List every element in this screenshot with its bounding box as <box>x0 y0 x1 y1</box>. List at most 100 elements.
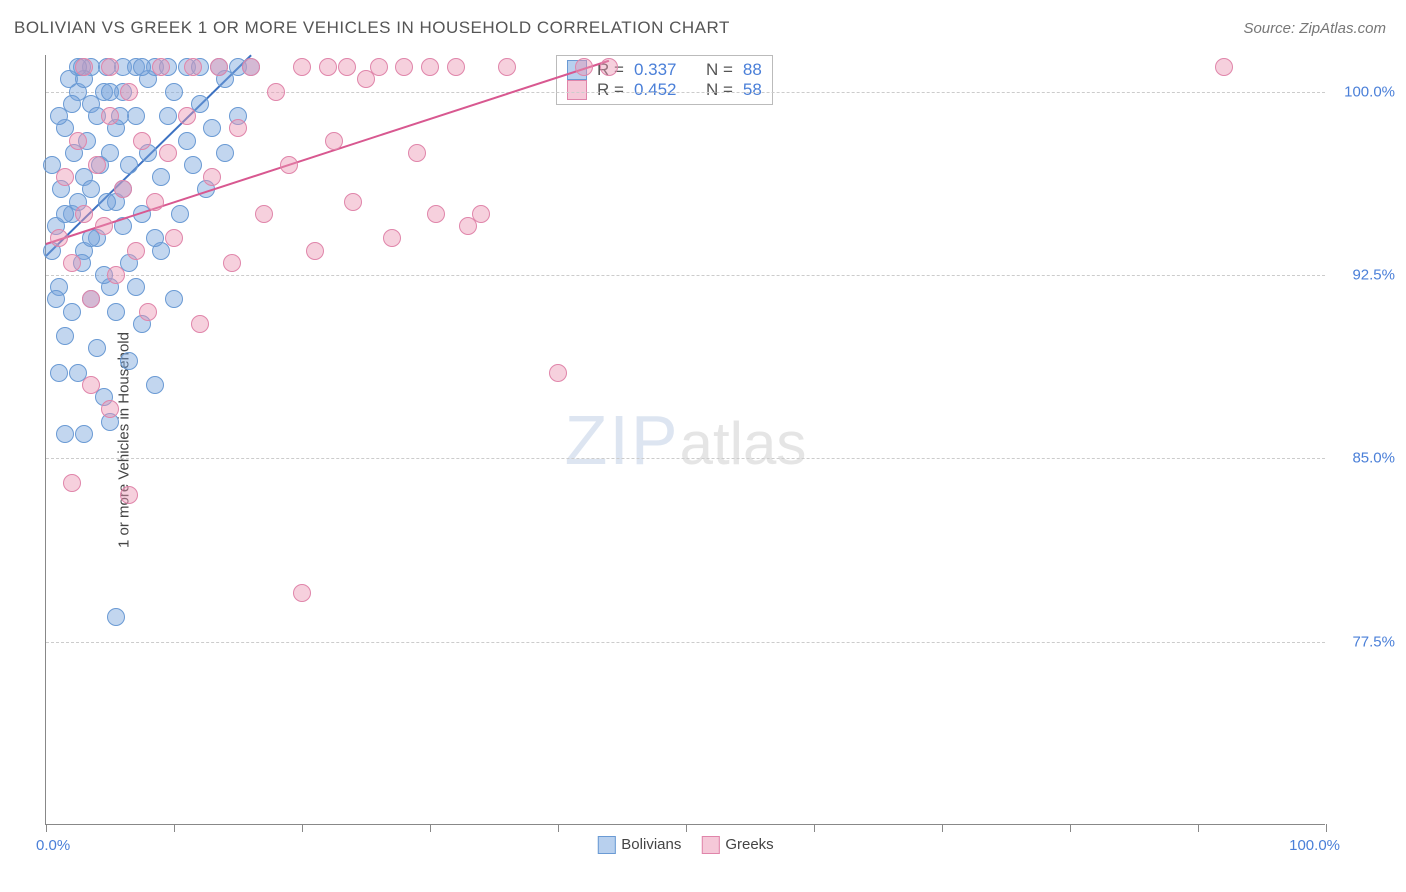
data-point <box>152 168 170 186</box>
x-tick <box>430 824 431 832</box>
data-point <box>120 486 138 504</box>
data-point <box>75 205 93 223</box>
data-point <box>120 352 138 370</box>
data-point <box>306 242 324 260</box>
data-point <box>82 376 100 394</box>
data-point <box>75 58 93 76</box>
data-point <box>50 229 68 247</box>
swatch-icon <box>567 80 587 100</box>
data-point <box>203 119 221 137</box>
data-point <box>191 315 209 333</box>
data-point <box>107 608 125 626</box>
data-point <box>223 254 241 272</box>
data-point <box>146 229 164 247</box>
data-point <box>120 83 138 101</box>
data-point <box>82 180 100 198</box>
data-point <box>203 168 221 186</box>
data-point <box>171 205 189 223</box>
stats-r-value: 0.337 <box>634 60 677 80</box>
data-point <box>63 474 81 492</box>
data-point <box>88 339 106 357</box>
data-point <box>178 107 196 125</box>
data-point <box>184 58 202 76</box>
legend-bottom: Bolivians Greeks <box>597 836 773 854</box>
stats-n-value: 58 <box>743 80 762 100</box>
stats-row-greeks: R = 0.452 N = 58 <box>567 80 762 100</box>
data-point <box>293 584 311 602</box>
source-label: Source: ZipAtlas.com <box>1243 20 1386 37</box>
legend-item-bolivians: Bolivians <box>597 836 681 854</box>
data-point <box>127 107 145 125</box>
data-point <box>152 58 170 76</box>
stats-n-label: N = <box>706 60 733 80</box>
data-point <box>159 144 177 162</box>
data-point <box>101 83 119 101</box>
legend-label: Greeks <box>725 836 773 853</box>
data-point <box>114 180 132 198</box>
data-point <box>184 156 202 174</box>
data-point <box>370 58 388 76</box>
x-tick <box>942 824 943 832</box>
data-point <box>139 303 157 321</box>
data-point <box>107 266 125 284</box>
data-point <box>63 254 81 272</box>
x-tick <box>1326 824 1327 832</box>
y-tick-label: 85.0% <box>1335 450 1395 467</box>
gridline <box>46 92 1325 93</box>
data-point <box>146 193 164 211</box>
data-point <box>50 364 68 382</box>
data-point <box>178 132 196 150</box>
gridline <box>46 642 1325 643</box>
data-point <box>408 144 426 162</box>
data-point <box>395 58 413 76</box>
data-point <box>165 290 183 308</box>
y-tick-label: 77.5% <box>1335 633 1395 650</box>
data-point <box>165 229 183 247</box>
data-point <box>127 278 145 296</box>
x-tick <box>302 824 303 832</box>
x-tick <box>46 824 47 832</box>
data-point <box>338 58 356 76</box>
x-tick <box>174 824 175 832</box>
stats-n-label: N = <box>706 80 733 100</box>
data-point <box>56 425 74 443</box>
data-point <box>216 144 234 162</box>
y-tick-label: 92.5% <box>1335 267 1395 284</box>
data-point <box>472 205 490 223</box>
data-point <box>159 107 177 125</box>
data-point <box>75 425 93 443</box>
data-point <box>133 132 151 150</box>
y-tick-label: 100.0% <box>1335 83 1395 100</box>
data-point <box>229 119 247 137</box>
data-point <box>82 290 100 308</box>
data-point <box>255 205 273 223</box>
data-point <box>63 303 81 321</box>
data-point <box>120 156 138 174</box>
swatch-icon <box>597 836 615 854</box>
watermark: ZIPatlas <box>565 400 807 480</box>
data-point <box>165 83 183 101</box>
stats-n-value: 88 <box>743 60 762 80</box>
data-point <box>98 193 116 211</box>
gridline <box>46 275 1325 276</box>
x-axis-max-label: 100.0% <box>1289 837 1340 854</box>
data-point <box>63 95 81 113</box>
data-point <box>575 58 593 76</box>
legend-label: Bolivians <box>621 836 681 853</box>
data-point <box>88 156 106 174</box>
data-point <box>280 156 298 174</box>
data-point <box>319 58 337 76</box>
data-point <box>498 58 516 76</box>
data-point <box>56 327 74 345</box>
stats-r-value: 0.452 <box>634 80 677 100</box>
data-point <box>56 205 74 223</box>
data-point <box>107 303 125 321</box>
chart-title: BOLIVIAN VS GREEK 1 OR MORE VEHICLES IN … <box>14 18 730 38</box>
data-point <box>56 168 74 186</box>
data-point <box>447 58 465 76</box>
data-point <box>133 58 151 76</box>
data-point <box>146 376 164 394</box>
data-point <box>325 132 343 150</box>
x-axis-min-label: 0.0% <box>36 837 70 854</box>
data-point <box>47 290 65 308</box>
